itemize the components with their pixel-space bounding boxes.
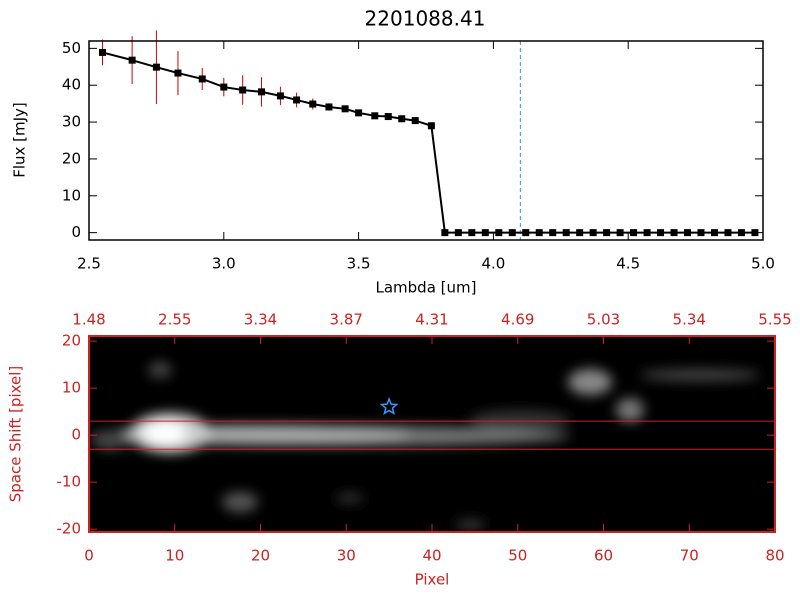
data-point <box>441 229 449 237</box>
x2-tick-label: 3.34 <box>244 311 277 329</box>
data-point <box>576 229 584 237</box>
data-point <box>630 229 638 237</box>
data-point <box>710 229 718 237</box>
y-tick-label: -10 <box>57 473 82 491</box>
y-tick-label: 40 <box>62 76 81 94</box>
data-point <box>293 96 301 104</box>
data-point <box>589 229 597 237</box>
x-tick-label: 3.0 <box>212 255 236 273</box>
chart-title: 2201088.41 <box>365 7 486 31</box>
data-point <box>384 113 392 121</box>
data-point <box>309 100 317 108</box>
y-axis-label: Space Shift [pixel] <box>7 366 25 503</box>
data-point <box>697 229 705 237</box>
data-point <box>481 229 489 237</box>
y-tick-label: 50 <box>62 39 81 57</box>
data-point <box>355 109 363 117</box>
y-tick-label: -20 <box>57 520 82 538</box>
y-axis-label: Flux [mJy] <box>11 102 29 178</box>
data-point <box>341 105 349 113</box>
x2-tick-label: 4.31 <box>415 311 448 329</box>
data-point <box>562 229 570 237</box>
data-point <box>670 229 678 237</box>
x-tick-label: 4.5 <box>616 255 640 273</box>
data-point <box>98 48 106 56</box>
x2-tick-label: 4.69 <box>501 311 534 329</box>
data-point <box>751 229 759 237</box>
y-tick-label: 20 <box>62 149 81 167</box>
data-point <box>603 229 611 237</box>
data-point <box>276 92 284 100</box>
x-axis-label: Lambda [um] <box>376 279 477 297</box>
image <box>89 336 775 532</box>
x2-tick-label: 1.48 <box>72 311 105 329</box>
x2-tick-label: 5.03 <box>587 311 620 329</box>
y-tick-label: 0 <box>71 223 81 241</box>
data-point <box>220 83 228 91</box>
data-point <box>411 117 419 125</box>
data-point <box>535 229 543 237</box>
data-point <box>616 229 624 237</box>
data-point <box>684 229 692 237</box>
x2-tick-label: 2.55 <box>158 311 191 329</box>
y-tick-label: 20 <box>62 332 81 350</box>
y-tick-label: 10 <box>62 379 81 397</box>
x-tick-label: 20 <box>251 547 270 565</box>
x-tick-label: 60 <box>594 547 613 565</box>
data-point <box>643 229 651 237</box>
x-tick-label: 10 <box>165 547 184 565</box>
data-point <box>152 63 160 71</box>
x-tick-label: 5.0 <box>751 255 775 273</box>
data-point <box>198 75 206 83</box>
x-tick-label: 40 <box>422 547 441 565</box>
data-point <box>398 115 406 123</box>
data-point <box>174 69 182 77</box>
plot-frame <box>88 40 764 241</box>
data-point <box>737 229 745 237</box>
data-point <box>657 229 665 237</box>
data-point <box>508 229 516 237</box>
data-point <box>427 122 435 130</box>
source-marker <box>379 396 399 416</box>
y-tick-label: 0 <box>71 426 81 444</box>
x-tick-label: 0 <box>84 547 94 565</box>
y-tick-label: 10 <box>62 186 81 204</box>
plot-frame <box>88 335 776 533</box>
data-point <box>454 229 462 237</box>
x-axis-label: Pixel <box>415 571 450 589</box>
x2-tick-label: 5.55 <box>758 311 791 329</box>
x-tick-label: 80 <box>765 547 784 565</box>
x-tick-label: 30 <box>337 547 356 565</box>
data-point <box>258 88 266 96</box>
data-point <box>724 229 732 237</box>
data-point <box>495 229 503 237</box>
x-tick-label: 3.5 <box>347 255 371 273</box>
x2-tick-label: 5.34 <box>673 311 706 329</box>
data-point <box>325 103 333 111</box>
data-point <box>371 112 379 120</box>
x-tick-label: 50 <box>508 547 527 565</box>
x-tick-label: 4.0 <box>481 255 505 273</box>
x-tick-label: 2.5 <box>77 255 101 273</box>
y-tick-label: 30 <box>62 113 81 131</box>
data-point <box>239 86 247 94</box>
data-point <box>468 229 476 237</box>
x2-tick-label: 3.87 <box>330 311 363 329</box>
data-point <box>128 56 136 64</box>
data-point <box>549 229 557 237</box>
data-point <box>522 229 530 237</box>
x-tick-label: 70 <box>680 547 699 565</box>
